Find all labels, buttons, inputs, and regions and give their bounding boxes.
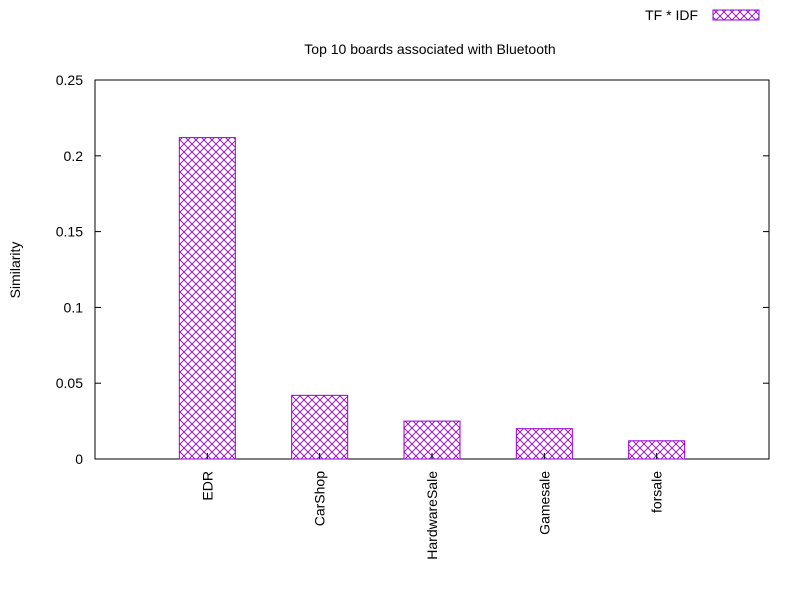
y-tick-label: 0.2	[64, 148, 84, 164]
y-tick-label: 0.25	[56, 72, 83, 88]
x-tick-label: HardwareSale	[424, 471, 440, 560]
bars	[178, 137, 686, 460]
legend-swatch	[712, 9, 760, 21]
bar-edr	[178, 137, 236, 460]
x-tick-label: CarShop	[312, 471, 328, 526]
bar-carshop	[291, 394, 349, 460]
x-tick-label: EDR	[199, 471, 215, 501]
legend-label: TF * IDF	[645, 7, 698, 23]
x-tick-label: forsale	[649, 471, 665, 513]
legend: TF * IDF	[645, 7, 760, 23]
y-tick-label: 0.1	[64, 299, 84, 315]
x-axis-ticks: EDR CarShop HardwareSale Gamesale forsale	[199, 453, 665, 560]
y-tick-label: 0	[75, 451, 83, 467]
chart-title: Top 10 boards associated with Bluetooth	[304, 41, 555, 57]
y-tick-label: 0.05	[56, 375, 83, 391]
y-tick-label: 0.15	[56, 224, 83, 240]
y-axis-label: Similarity	[7, 242, 23, 299]
y-axis-ticks: 0 0.05 0.1 0.15 0.2 0.25	[56, 72, 769, 467]
x-tick-label: Gamesale	[536, 471, 552, 535]
